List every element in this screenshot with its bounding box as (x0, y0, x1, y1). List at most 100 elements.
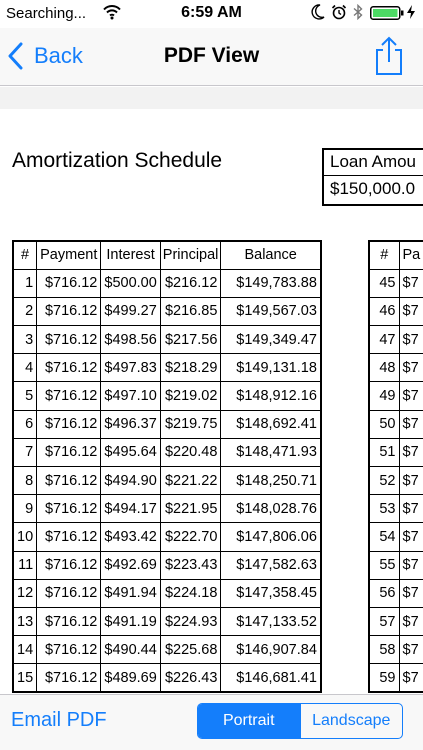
cell-number: 3 (12, 325, 38, 355)
moon-icon (311, 4, 325, 20)
cell-interest: $493.42 (100, 522, 161, 552)
cell-number: 53 (368, 494, 400, 524)
cell-number: 9 (12, 494, 38, 524)
cell-payment: $7 (398, 409, 423, 439)
loan-amount-value: $150,000.0 (330, 179, 416, 198)
cell-balance: $147,133.52 (220, 606, 322, 637)
cell-principal: $226.43 (159, 663, 222, 693)
back-label: Back (34, 43, 83, 68)
cell-principal: $216.12 (159, 268, 222, 298)
cell-interest: $497.83 (100, 353, 161, 383)
cell-payment: $7 (398, 325, 423, 355)
status-bar: Searching... 6:59 AM (0, 0, 423, 28)
cell-interest: $489.69 (100, 663, 161, 693)
cell-payment: $716.12 (36, 268, 102, 298)
cell-balance: $146,907.84 (220, 635, 322, 665)
table-row: 11 $716.12 $492.69 $223.43 $147,582.63 (12, 550, 322, 580)
cell-number: 15 (12, 663, 38, 693)
table-row: 46 $7 (368, 296, 423, 327)
cell-interest: $491.94 (100, 578, 161, 608)
cell-balance: $148,912.16 (220, 381, 322, 411)
cell-number: 6 (12, 409, 38, 439)
table-row: 12 $716.12 $491.94 $224.18 $147,358.45 (12, 578, 322, 608)
cell-principal: $216.85 (159, 296, 222, 327)
cell-number: 59 (368, 663, 400, 693)
cell-number: 14 (12, 635, 38, 665)
cell-balance: $149,567.03 (220, 296, 322, 327)
table-row: 58 $7 (368, 635, 423, 665)
cell-principal: $224.93 (159, 606, 222, 637)
loan-amount-box: Loan Amou $150,000.0 (322, 148, 423, 206)
bluetooth-icon (353, 4, 363, 20)
back-button[interactable]: Back (8, 39, 83, 73)
cell-payment: $7 (398, 494, 423, 524)
cell-payment: $716.12 (36, 663, 102, 693)
table-header-row: # Payment Interest Principal Balance (12, 240, 322, 270)
cell-number: 12 (12, 578, 38, 608)
cell-payment: $7 (398, 296, 423, 327)
cell-number: 48 (368, 353, 400, 383)
table-row: 52 $7 (368, 465, 423, 496)
pdf-viewer[interactable]: Amortization Schedule Loan Amou $150,000… (0, 87, 423, 694)
cell-payment: $716.12 (36, 522, 102, 552)
cell-number: 7 (12, 437, 38, 468)
landscape-segment[interactable]: Landscape (299, 704, 403, 738)
cell-balance: $146,681.41 (220, 663, 322, 693)
cell-interest: $500.00 (100, 268, 161, 298)
column-header-balance: Balance (220, 240, 322, 270)
cell-balance: $147,358.45 (220, 578, 322, 608)
cell-interest: $497.10 (100, 381, 161, 411)
chevron-left-icon (8, 42, 23, 70)
cell-interest: $495.64 (100, 437, 161, 468)
column-header-payment: Pa (398, 240, 423, 270)
cell-balance: $148,471.93 (220, 437, 322, 468)
table-row: 56 $7 (368, 578, 423, 608)
cell-payment: $7 (398, 635, 423, 665)
cell-payment: $7 (398, 353, 423, 383)
cell-payment: $716.12 (36, 409, 102, 439)
table-row: 1 $716.12 $500.00 $216.12 $149,783.88 (12, 268, 322, 298)
document-title: Amortization Schedule (12, 149, 223, 172)
table-row: 4 $716.12 $497.83 $218.29 $149,131.18 (12, 353, 322, 383)
cell-principal: $221.22 (159, 465, 222, 496)
portrait-segment[interactable]: Portrait (198, 704, 300, 738)
cell-balance: $148,028.76 (220, 494, 322, 524)
cell-principal: $223.43 (159, 550, 222, 580)
cell-balance: $149,783.88 (220, 268, 322, 298)
cell-number: 49 (368, 381, 400, 411)
cell-principal: $217.56 (159, 325, 222, 355)
cell-payment: $7 (398, 663, 423, 693)
cell-principal: $220.48 (159, 437, 222, 468)
navigation-bar: Back PDF View (0, 28, 423, 86)
email-pdf-button[interactable]: Email PDF (11, 709, 107, 731)
cell-payment: $7 (398, 381, 423, 411)
table-row: 59 $7 (368, 663, 423, 693)
cell-number: 46 (368, 296, 400, 327)
cell-principal: $224.18 (159, 578, 222, 608)
table-row: 45 $7 (368, 268, 423, 298)
table-row: 54 $7 (368, 522, 423, 552)
cell-interest: $491.19 (100, 606, 161, 637)
alarm-clock-icon (331, 4, 347, 20)
table-row: 8 $716.12 $494.90 $221.22 $148,250.71 (12, 465, 322, 496)
cell-payment: $716.12 (36, 635, 102, 665)
share-icon[interactable] (372, 36, 406, 76)
table-row: 55 $7 (368, 550, 423, 580)
table-row: 10 $716.12 $493.42 $222.70 $147,806.06 (12, 522, 322, 552)
cell-payment: $716.12 (36, 381, 102, 411)
column-header-interest: Interest (100, 240, 161, 270)
cell-number: 1 (12, 268, 38, 298)
table-row: 49 $7 (368, 381, 423, 411)
cell-interest: $494.90 (100, 465, 161, 496)
cell-number: 10 (12, 522, 38, 552)
amortization-table: # Payment Interest Principal Balance 1 $7… (12, 240, 322, 693)
cell-payment: $716.12 (36, 578, 102, 608)
cell-balance: $148,692.41 (220, 409, 322, 439)
charging-bolt-icon (407, 5, 415, 19)
cell-interest: $490.44 (100, 635, 161, 665)
bottom-toolbar: Email PDF Portrait Landscape (0, 694, 423, 750)
cell-number: 2 (12, 296, 38, 327)
table-row: 15 $716.12 $489.69 $226.43 $146,681.41 (12, 663, 322, 693)
cell-number: 55 (368, 550, 400, 580)
table-row: 7 $716.12 $495.64 $220.48 $148,471.93 (12, 437, 322, 468)
